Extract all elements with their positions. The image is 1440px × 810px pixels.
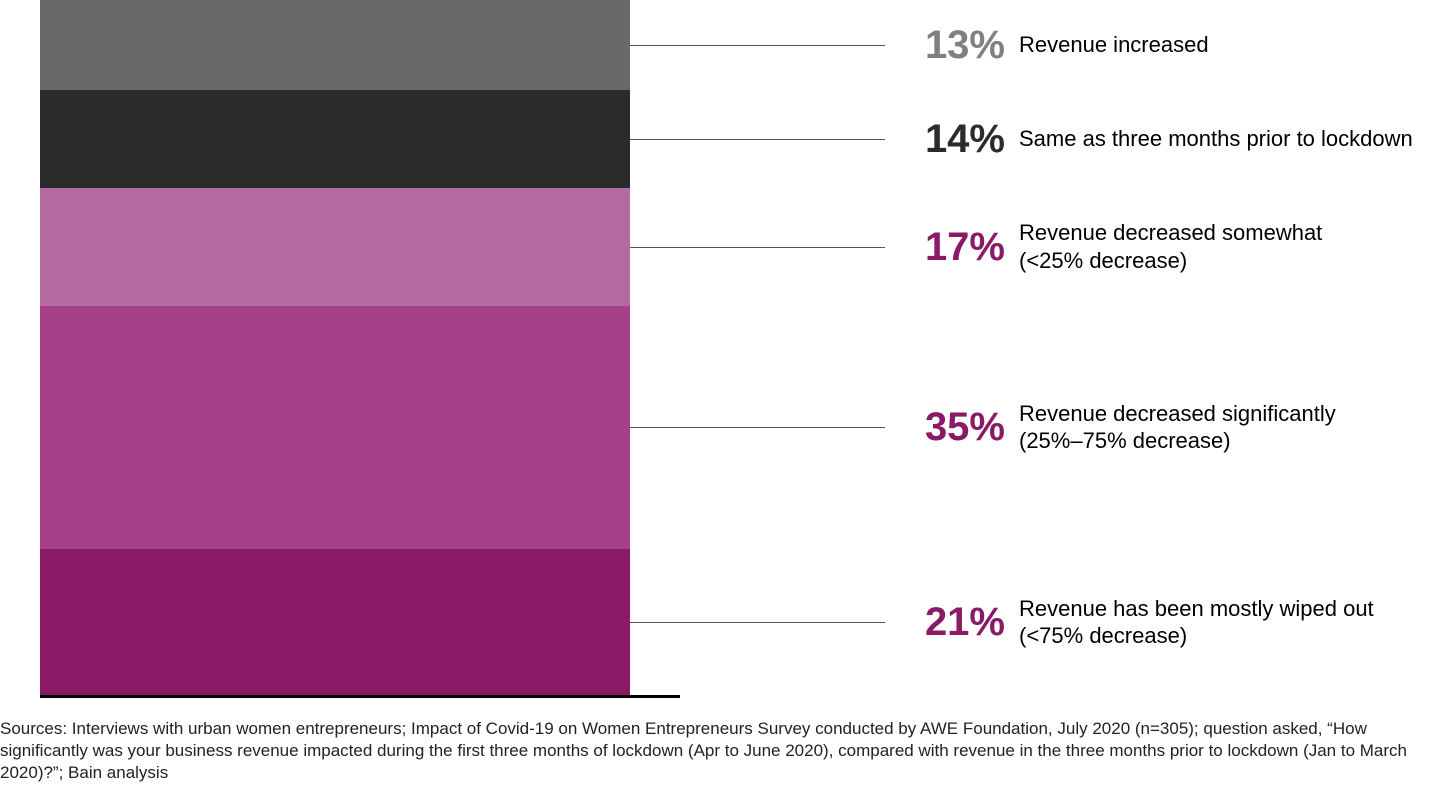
leader-line — [630, 247, 885, 248]
chart-baseline — [40, 695, 680, 698]
segment-percent: 35% — [895, 407, 1005, 447]
segment-percent: 14% — [895, 119, 1005, 159]
leader-line — [630, 427, 885, 428]
segment-percent: 13% — [895, 25, 1005, 65]
segment-description: Same as three months prior to lockdown — [1019, 125, 1413, 153]
bar-segment — [40, 90, 630, 187]
sources-footnote: Sources: Interviews with urban women ent… — [0, 718, 1420, 784]
segment-description: Revenue has been mostly wiped out(<75% d… — [1019, 595, 1374, 650]
segment-description: Revenue increased — [1019, 31, 1209, 59]
bar-segment — [40, 188, 630, 306]
segment-percent: 17% — [895, 227, 1005, 267]
bar-segment — [40, 0, 630, 90]
leader-line — [630, 45, 885, 46]
segment-percent: 21% — [895, 602, 1005, 642]
stacked-bar-chart — [40, 0, 630, 700]
bar-stack — [40, 0, 630, 695]
leader-line — [630, 139, 885, 140]
chart-labels: 13% Revenue increased 14% Same as three mon… — [630, 0, 1430, 700]
segment-description: Revenue decreased significantly(25%–75% … — [1019, 400, 1336, 455]
segment-description: Revenue decreased somewhat(<25% decrease… — [1019, 219, 1322, 274]
leader-line — [630, 622, 885, 623]
bar-segment — [40, 306, 630, 549]
bar-segment — [40, 549, 630, 695]
